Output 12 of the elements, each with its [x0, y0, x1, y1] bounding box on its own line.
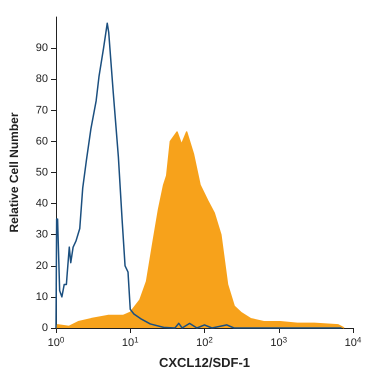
- y-tick-label: 70: [36, 104, 48, 116]
- y-tick-label: 50: [36, 166, 48, 178]
- y-axis-title: Relative Cell Number: [7, 112, 21, 233]
- x-axis-title: CXCL12/SDF-1: [158, 355, 250, 370]
- y-tick-label: 40: [36, 198, 48, 210]
- y-tick-label: 60: [36, 135, 48, 148]
- y-tick-label: 0: [42, 322, 48, 334]
- y-tick-label: 80: [36, 73, 48, 86]
- y-tick-label: 20: [36, 260, 48, 272]
- y-tick-label: 10: [36, 290, 48, 303]
- y-tick-label: 90: [36, 42, 48, 54]
- y-tick-label: 30: [36, 228, 48, 241]
